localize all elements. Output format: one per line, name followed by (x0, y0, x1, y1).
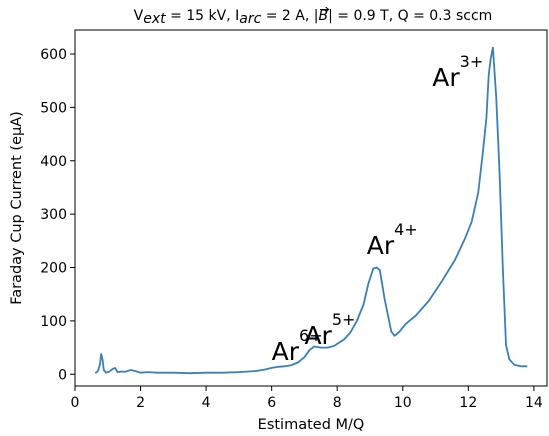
y-tick-label: 0 (58, 367, 67, 383)
x-tick-label: 2 (136, 395, 145, 411)
ion-annotations: Ar6+Ar5+ Ar4+ Ar3+ (272, 52, 484, 366)
x-tick-label: 12 (459, 395, 477, 411)
x-tick-label: 8 (333, 395, 342, 411)
x-tick-label: 6 (267, 395, 276, 411)
x-tick-label: 0 (71, 395, 80, 411)
y-tick-label: 400 (40, 154, 67, 170)
x-axis-label: Estimated M/Q (258, 417, 365, 433)
title-vector-arrow (319, 6, 330, 13)
ion-label: Ar4+ (367, 220, 418, 260)
y-tick-label: 300 (40, 207, 67, 223)
x-tick-label: 14 (525, 395, 543, 411)
y-axis-ticks: 0 100 200 300 400 500 600 (40, 47, 75, 383)
ion-label: Ar6+ (272, 326, 323, 366)
series-line (94, 46, 528, 375)
y-tick-label: 500 (40, 100, 67, 116)
plot-frame (74, 29, 548, 387)
x-tick-label: 10 (394, 395, 412, 411)
y-tick-label: 200 (40, 261, 67, 277)
y-axis-label: Faraday Cup Current (eμA) (9, 111, 25, 305)
ion-label: Ar3+ (432, 52, 483, 92)
x-axis-ticks: 0 2 4 6 8 10 12 14 (71, 386, 543, 411)
y-tick-label: 600 (40, 47, 67, 63)
ion-label: Ar5+ (304, 310, 355, 350)
y-tick-label: 100 (40, 314, 67, 330)
chart-title: Vext = 15 kV, Iarc = 2 A, |B| = 0.9 T, Q… (134, 8, 493, 27)
x-tick-label: 4 (202, 395, 211, 411)
